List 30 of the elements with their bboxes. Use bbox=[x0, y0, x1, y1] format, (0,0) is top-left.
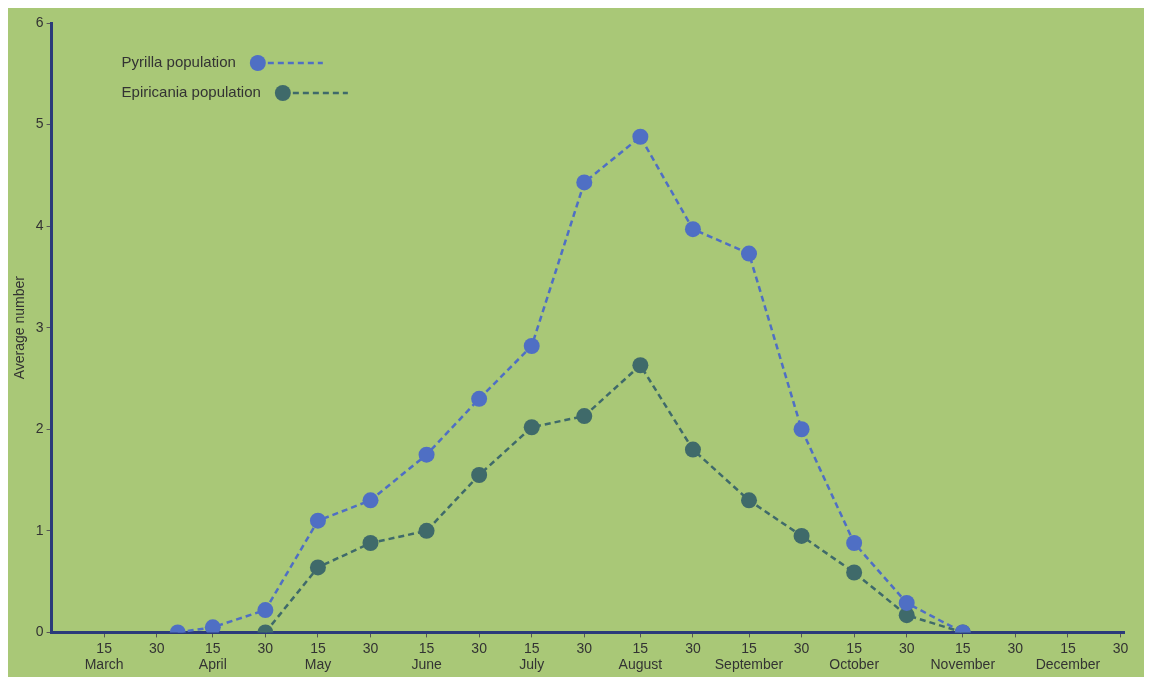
x-tick-label: 30 bbox=[1112, 639, 1129, 656]
x-tick-label: 15 August bbox=[618, 639, 663, 673]
x-tick-label: 15 May bbox=[304, 639, 332, 673]
x-tick-label: 15 November bbox=[930, 639, 996, 673]
x-tick-label: 15 September bbox=[714, 639, 784, 673]
x-tick-label: 30 bbox=[148, 639, 165, 656]
y-tick-label: 6 bbox=[35, 13, 44, 30]
x-tick-label: 30 bbox=[793, 639, 810, 656]
x-tick-label: 30 bbox=[1007, 639, 1024, 656]
legend-label: Epiricania population bbox=[121, 83, 261, 101]
x-tick-label: 15 April bbox=[198, 639, 227, 673]
y-tick-label: 2 bbox=[35, 420, 44, 437]
y-tick-label: 0 bbox=[35, 623, 44, 640]
y-axis-title: Average number bbox=[11, 275, 28, 380]
y-tick-label: 1 bbox=[35, 521, 44, 538]
x-tick-label: 15 March bbox=[84, 639, 124, 673]
x-tick-label: 30 bbox=[576, 639, 593, 656]
y-tick-label: 3 bbox=[35, 318, 44, 335]
x-tick-label: 30 bbox=[898, 639, 915, 656]
x-tick-label: 15 December bbox=[1035, 639, 1101, 673]
legend-label: Pyrilla population bbox=[121, 53, 236, 71]
x-tick-label: 15 June bbox=[411, 639, 442, 673]
x-tick-label: 30 bbox=[257, 639, 274, 656]
y-tick-label: 4 bbox=[35, 216, 44, 233]
x-tick-label: 30 bbox=[362, 639, 379, 656]
x-tick-label: 15 July bbox=[519, 639, 545, 673]
x-tick-label: 15 October bbox=[829, 639, 880, 673]
y-tick-label: 5 bbox=[35, 115, 44, 132]
x-tick-label: 30 bbox=[471, 639, 488, 656]
x-tick-label: 30 bbox=[685, 639, 701, 656]
